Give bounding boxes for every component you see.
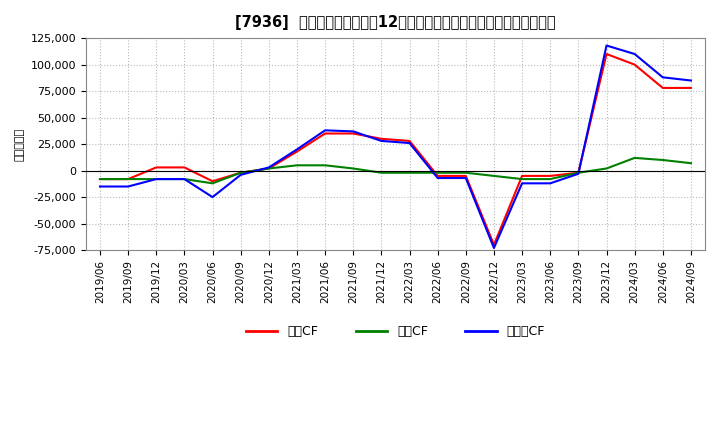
投資CF [602,166,611,171]
フリーCF [236,172,245,177]
投資CF [490,173,498,179]
投資CF [208,181,217,186]
投資CF [292,163,301,168]
フリーCF [321,128,330,133]
投資CF [687,161,696,166]
営業CF [208,179,217,184]
投資CF [124,176,132,182]
フリーCF [208,194,217,200]
フリーCF [630,51,639,57]
投資CF [659,158,667,163]
投資CF [96,176,104,182]
フリーCF [433,176,442,181]
営業CF [349,131,358,136]
営業CF [687,85,696,91]
Line: フリーCF: フリーCF [100,45,691,248]
営業CF [292,149,301,154]
フリーCF [462,176,470,181]
フリーCF [602,43,611,48]
営業CF [659,85,667,91]
営業CF [574,170,582,176]
投資CF [264,166,273,171]
営業CF [152,165,161,170]
Line: 投資CF: 投資CF [100,158,691,183]
営業CF [321,131,330,136]
営業CF [405,138,414,143]
営業CF [124,176,132,182]
投資CF [433,170,442,176]
フリーCF [292,147,301,152]
フリーCF [180,176,189,182]
Title: [7936]  キャッシュフローの12か月移動合計の対前年同期増減額の推移: [7936] キャッシュフローの12か月移動合計の対前年同期増減額の推移 [235,15,556,30]
Y-axis label: （百万円）: （百万円） [15,128,25,161]
フリーCF [96,184,104,189]
営業CF [490,242,498,247]
投資CF [546,176,554,182]
営業CF [264,166,273,171]
投資CF [518,176,526,182]
フリーCF [687,78,696,83]
フリーCF [152,176,161,182]
営業CF [180,165,189,170]
フリーCF [377,138,386,143]
投資CF [349,166,358,171]
営業CF [630,62,639,67]
投資CF [377,170,386,176]
投資CF [630,155,639,161]
営業CF [518,173,526,179]
フリーCF [659,75,667,80]
投資CF [405,170,414,176]
Line: 営業CF: 営業CF [100,54,691,245]
営業CF [377,136,386,141]
投資CF [236,170,245,176]
営業CF [236,170,245,176]
投資CF [180,176,189,182]
フリーCF [518,181,526,186]
フリーCF [264,165,273,170]
フリーCF [490,246,498,251]
営業CF [462,173,470,179]
投資CF [462,170,470,176]
フリーCF [546,181,554,186]
投資CF [152,176,161,182]
営業CF [433,173,442,179]
投資CF [574,170,582,176]
フリーCF [349,129,358,134]
投資CF [321,163,330,168]
フリーCF [574,171,582,176]
営業CF [602,51,611,57]
フリーCF [124,184,132,189]
営業CF [96,176,104,182]
Legend: 営業CF, 投資CF, フリーCF: 営業CF, 投資CF, フリーCF [241,320,550,343]
営業CF [546,173,554,179]
フリーCF [405,140,414,146]
